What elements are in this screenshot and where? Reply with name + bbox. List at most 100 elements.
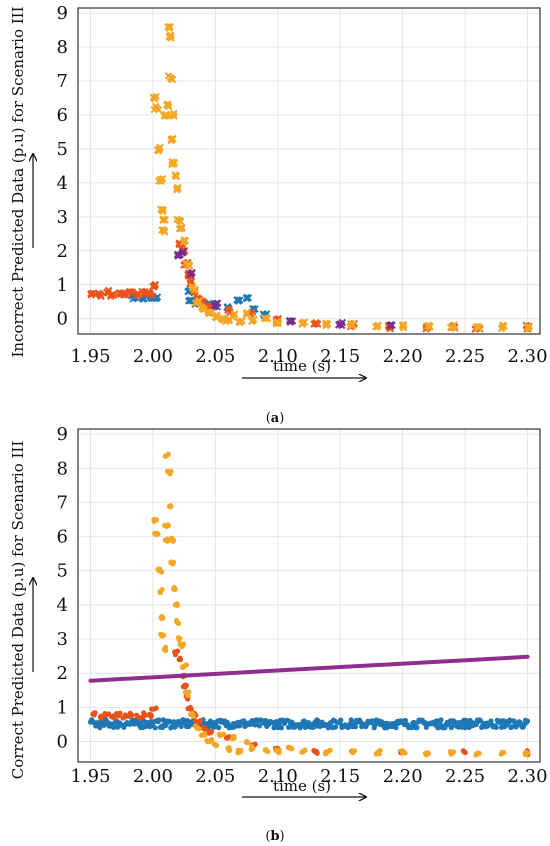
panel-b-data-point [159,633,165,639]
panel-b-data-point [148,713,154,720]
panel-b-data-point [256,723,263,729]
panel-b-data-point [183,662,189,668]
panel-b-data-point [192,723,199,729]
panel-a-data-point [150,283,158,291]
panel-b-data-point [172,586,178,593]
panel-b-x-tick-label: 2.20 [383,766,423,787]
panel-a-x-tick-label: 2.05 [195,346,235,367]
panel-a-data-point [273,317,281,326]
panel-a-x-tick-label: 2.20 [383,346,423,367]
panel-b-data-point [311,747,317,754]
panel-a-data-point [321,319,330,327]
panel-b-data-point [143,712,149,718]
panel-a-data-point [150,105,158,114]
panel-b-data-point [97,725,103,731]
panel-a-data-point [185,261,193,269]
panel-b-data-point [209,736,215,743]
panel-a-data-point [338,318,346,327]
panel-b-data-point [102,710,108,717]
panel-a-data-point [475,324,483,332]
panel-b-y-axis-label: Correct Predicted Data (p.u) for Scenari… [9,441,27,780]
panel-b-data-point [98,715,104,721]
panel-a-data-point [221,317,230,326]
panel-b-data-point [235,747,241,753]
panel-a-data-point [524,325,533,333]
panel-b-x-tick-label: 2.15 [320,766,360,787]
panel-a-data-point [167,34,175,42]
panel-a-data-point [191,285,200,294]
panel-a-y-tick-label: 1 [57,275,68,296]
panel-b-plot-frame [77,428,541,763]
panel-a-data-point [210,303,219,311]
panel-a-y-tick-label: 5 [57,139,68,160]
panel-a-y-tick-label: 0 [57,309,68,330]
panel-b-data-point [202,732,208,738]
panel-a-tick-labels: 1.95 2.00 2.05 2.10 2.15 2.20 2.25 2.30 0 1 2 3 4 5 6 7… [57,3,548,367]
panel-b-data-point [398,748,405,754]
panel-b-data-point [229,736,235,742]
panel-a-data-point [231,310,239,318]
panel-a-data-point [195,296,203,305]
panel-b-data-point [338,717,344,723]
panel-b-data-point [110,724,117,731]
panel-b-y-tick-label: 7 [57,492,68,513]
panel-a-data-point [298,320,306,329]
panel-b-data-point [168,503,174,509]
panel-a-x-tick-label: 2.25 [445,346,485,367]
panel-b-data-point [152,725,158,731]
panel-b-data-point [327,747,333,753]
panel-b-data-point [384,725,390,731]
panel-a-data-point [165,23,174,31]
panel-b-x-tick-label: 2.30 [507,766,547,787]
panel-a-data-point [153,146,162,154]
panel-a-data-point [179,238,188,247]
panel-a-y-tick-label: 4 [57,173,68,194]
panel-b-data-point [249,743,255,750]
panel-b-data-point [411,719,417,725]
panel-a-y-tick-label: 7 [57,71,68,92]
panel-a-data-point [312,318,320,327]
panel-b-data-point [197,718,203,724]
panel-b-data-point [157,566,163,572]
panel-a-data-point [168,158,176,166]
panel-a-data-point [119,289,127,297]
panel-a-data-point [170,112,178,120]
panel-b-data-point [402,717,409,724]
panel-b-data-point [438,717,444,723]
panel-b-data-point [179,664,185,670]
panel-a: 1.95 2.00 2.05 2.10 2.15 2.20 2.25 2.30 0 1 2 3 4 5 6 7… [9,3,548,426]
panel-a-data-point [132,290,141,299]
panel-a-data-point [157,177,165,186]
panel-b-data-point [414,724,420,731]
panel-b-data-point [216,725,222,731]
panel-b-data-point [376,751,382,757]
panel-a-data-point [242,293,251,302]
panel-b-data-point [448,724,454,731]
panel-b-x-axis-label: time (s) [273,777,331,795]
panel-b-data-point [111,715,117,721]
panel-b-data-point [173,601,179,608]
panel-a-data-point [205,308,213,316]
panel-b-data-point [185,706,191,712]
panel-b-data-point [278,725,284,731]
panel-b-data-point [175,620,181,626]
panel-b-data-point [91,710,97,716]
panel-b-data-point [157,589,163,596]
panel-b-x-tick-label: 2.05 [195,766,235,787]
panel-b-data-point [177,635,183,642]
panel-a-data-point [176,216,184,225]
panel-b-data-point [169,535,175,541]
panel-a-y-tick-label: 2 [57,241,68,262]
panel-b-data-point [488,718,494,724]
panel-b-data-point [178,723,184,730]
panel-b-markers [87,451,531,758]
panel-a-x-tick-label: 1.95 [70,346,110,367]
panel-b-data-point [493,724,499,731]
panel-a-x-tick-label: 2.30 [507,346,547,367]
panel-a-x-tick-label: 2.15 [320,346,360,367]
panel-b-data-point [164,538,170,544]
panel-b-data-point [332,724,339,730]
panel-b-data-point [168,560,174,566]
panel-a-y-tick-label: 6 [57,105,68,126]
panel-b-x-tick-label: 2.00 [133,766,173,787]
